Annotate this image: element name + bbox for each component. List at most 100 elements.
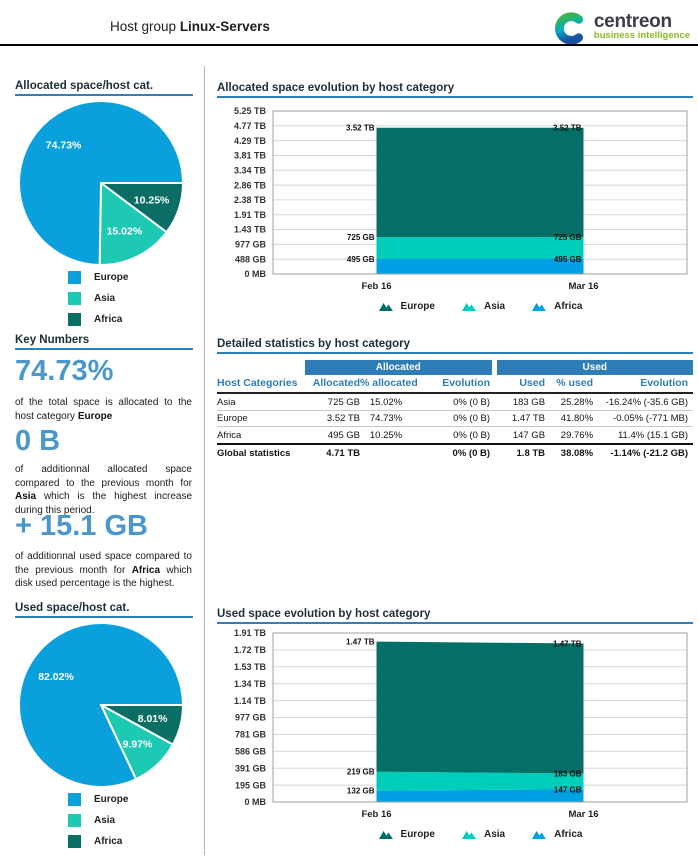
legend-swatch-icon <box>68 814 81 827</box>
legend-swatch-icon <box>68 292 81 305</box>
section-title-allocated-pie: Allocated space/host cat. <box>15 80 193 96</box>
legend-label: Europe <box>400 828 435 840</box>
title-underline <box>15 616 193 618</box>
col-evolution-allocated: Evolution <box>442 377 491 389</box>
legend-label: Africa <box>94 314 123 325</box>
data-label-africa: 132 GB <box>347 787 375 796</box>
legend-label: Asia <box>94 293 116 304</box>
used-space-pie-chart: 8.01% 9.97% 82.02% <box>18 622 185 788</box>
table-cell: 38.08% <box>551 442 602 462</box>
plot-border <box>272 110 688 275</box>
area-band-asia <box>376 237 584 259</box>
legend-item-africa: Africa <box>68 831 128 852</box>
y-tick-label: 3.34 TB <box>234 166 267 176</box>
plot-border <box>272 632 688 803</box>
table-cell: Asia <box>217 393 305 411</box>
table-cell: 25.28% <box>551 393 602 411</box>
y-tick-label: 2.38 TB <box>234 195 267 205</box>
table-cell <box>360 442 412 462</box>
legend-label: Africa <box>554 300 583 312</box>
legend-swatch-icon <box>68 271 81 284</box>
area-band-europe <box>376 127 584 237</box>
section-title-key-numbers: Key Numbers <box>15 334 193 350</box>
host-group-name: Linux-Servers <box>179 19 270 34</box>
legend-item-europe: Europe <box>378 828 435 840</box>
table-row-global-statistics: Global statistics 4.71 TB 0% (0 B) 1.8 TB 38… <box>217 442 694 462</box>
table-cell: 147 GB <box>494 426 552 444</box>
col-used: Used <box>519 377 546 389</box>
table-cell: -16.24% (-35.6 GB) <box>601 393 694 411</box>
area-band-asia <box>376 771 584 791</box>
data-label-asia: 725 GB <box>554 233 582 242</box>
table-cell: 3.52 TB <box>305 410 360 427</box>
column-divider <box>204 66 205 855</box>
col-pct-allocated: % allocated <box>360 377 418 389</box>
centreon-logo: centreon business intelligence <box>553 12 690 45</box>
col-pct-used: % used <box>556 377 594 389</box>
pie-slice-label-asia: 9.97% <box>123 738 153 750</box>
table-row-asia: Asia 725 GB 15.02% 0% (0 B) 183 GB 25.28% -16.… <box>217 393 694 411</box>
legend-item-europe: Europe <box>378 300 435 312</box>
title-underline <box>217 352 693 354</box>
y-tick-label: 195 GB <box>235 780 267 790</box>
y-tick-label: 1.72 TB <box>234 645 267 655</box>
table-cell: 41.80% <box>551 410 602 427</box>
legend-label: Asia <box>483 300 506 312</box>
logo-tagline: business intelligence <box>593 30 690 41</box>
allocated-pie-legend: Europe Asia Africa <box>68 267 128 330</box>
key-number-allocated-pct: 74.73% <box>15 355 114 387</box>
table-cell: 0% (0 B) <box>412 426 495 444</box>
table-row-europe: Europe 3.52 TB 74.73% 0% (0 B) 1.47 TB 41.80%… <box>217 410 694 427</box>
table-group-used: Used <box>491 360 694 375</box>
legend-label: Europe <box>94 272 129 283</box>
table-cell: 11.4% (15.1 GB) <box>601 426 694 444</box>
col-host-categories: Host Categories <box>217 377 298 389</box>
table-cell: 1.8 TB <box>494 442 552 462</box>
used-pie-legend: Europe Asia Africa <box>68 789 128 852</box>
y-tick-label: 4.77 TB <box>234 121 267 131</box>
title-underline <box>15 94 193 96</box>
y-tick-label: 488 GB <box>235 254 267 264</box>
table-cell: -1.14% (-21.2 GB) <box>601 442 694 462</box>
data-label-europe: 1.47 TB <box>553 640 582 649</box>
table-row-africa: Africa 495 GB 10.25% 0% (0 B) 147 GB 29.76% 11… <box>217 426 694 444</box>
data-label-europe: 3.52 TB <box>346 124 375 133</box>
table-cell: 4.71 TB <box>305 442 360 462</box>
data-label-asia: 725 GB <box>347 233 375 242</box>
pie-slice-label-africa: 10.25% <box>134 194 170 206</box>
y-tick-label: 4.29 TB <box>234 136 267 146</box>
legend-swatch-icon <box>68 793 81 806</box>
y-tick-label: 0 MB <box>244 269 266 279</box>
y-tick-label: 1.43 TB <box>234 225 267 235</box>
y-tick-label: 2.86 TB <box>234 180 267 190</box>
data-label-europe: 1.47 TB <box>346 638 375 647</box>
key-number-allocated-text: of the total space is allocated to the h… <box>15 397 192 422</box>
x-tick-label: Feb 16 <box>361 281 391 292</box>
table-cell: 725 GB <box>305 393 360 411</box>
legend-item-asia: Asia <box>461 300 505 312</box>
y-tick-label: 1.34 TB <box>234 679 267 689</box>
allocated-evolution-legend: Europe Asia Africa <box>273 300 687 312</box>
table-cell: 29.76% <box>551 426 602 444</box>
table-group-header-row: Allocated Used <box>217 360 694 375</box>
used-evolution-legend: Europe Asia Africa <box>273 828 687 840</box>
allocated-space-pie-chart: 10.25% 15.02% 74.73% <box>18 100 185 267</box>
table-cell: 10.25% <box>360 426 412 444</box>
data-label-africa: 495 GB <box>347 255 375 264</box>
area-legend-icon <box>461 303 476 311</box>
x-tick-label: Feb 16 <box>361 809 391 820</box>
table-cell: -0.05% (-771 MB) <box>601 410 694 427</box>
legend-item-africa: Africa <box>531 300 582 312</box>
pie-slice-asia <box>98 181 168 266</box>
pie-slice-label-europe: 74.73% <box>46 140 82 152</box>
data-label-africa: 495 GB <box>554 255 582 264</box>
table-cell: 183 GB <box>494 393 552 411</box>
section-title-allocated-evolution: Allocated space evolution by host catego… <box>217 82 693 98</box>
logo-wordmark: centreon <box>593 11 672 32</box>
legend-item-asia: Asia <box>68 288 128 309</box>
y-tick-label: 781 GB <box>235 730 267 740</box>
y-tick-label: 1.14 TB <box>234 696 267 706</box>
legend-label: Asia <box>483 828 506 840</box>
legend-label: Africa <box>94 836 123 847</box>
